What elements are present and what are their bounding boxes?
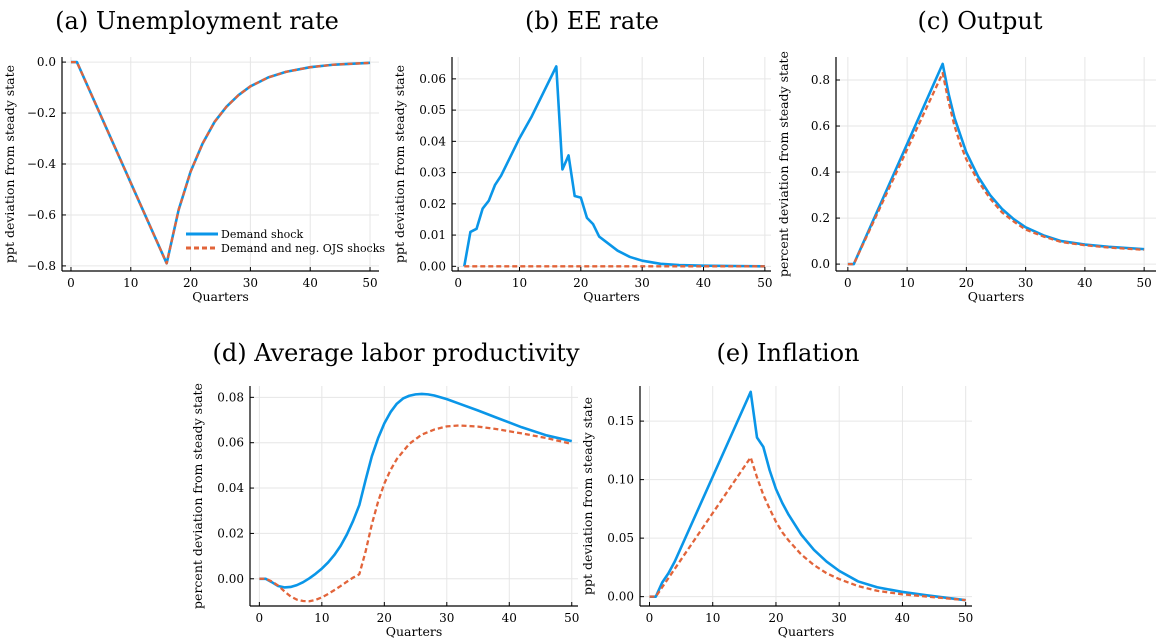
x-tick-label: 50 xyxy=(362,276,377,290)
panel-title: (b) EE rate xyxy=(525,7,659,35)
x-tick-label: 10 xyxy=(123,276,138,290)
series-line-demand-shock xyxy=(847,62,1145,266)
x-axis-label: Quarters xyxy=(386,624,443,639)
series-line-demand-and-neg-ojs-shocks xyxy=(649,456,966,602)
x-tick-label: 30 xyxy=(1018,276,1033,290)
y-tick-label: 0.00 xyxy=(419,259,446,273)
x-tick-label: 10 xyxy=(899,276,914,290)
x-tick-label: 10 xyxy=(314,611,329,625)
x-tick-label: 40 xyxy=(1077,276,1092,290)
x-tick-label: 0 xyxy=(844,276,852,290)
y-tick-label: 0.04 xyxy=(217,481,244,495)
y-tick-label: 0.0 xyxy=(37,55,56,69)
y-axis-label: percent deviation from steady state xyxy=(190,383,205,609)
y-axis-label: ppt deviation from steady state xyxy=(392,65,407,263)
y-tick-label: 0.0 xyxy=(811,257,830,271)
y-tick-label: −0.4 xyxy=(27,157,57,171)
x-tick-label: 40 xyxy=(696,276,711,290)
legend-label: Demand and neg. OJS shocks xyxy=(221,242,385,255)
y-tick-label: 0.8 xyxy=(811,73,830,87)
y-tick-label: 0.2 xyxy=(811,211,830,225)
y-tick-label: 0.00 xyxy=(607,590,634,604)
panel-title: (e) Inflation xyxy=(716,339,859,367)
x-tick-label: 30 xyxy=(439,611,454,625)
panel-e: 0 10 20 30 40 50 0.00 0.05 0.10 0.15 (e) Inflation… xyxy=(580,339,973,639)
series-line-demand-shock xyxy=(462,65,765,268)
x-tick-label: 40 xyxy=(895,611,910,625)
x-tick-label: 30 xyxy=(832,611,847,625)
y-tick-label: 0.00 xyxy=(217,572,244,586)
y-tick-label: 0.05 xyxy=(419,103,446,117)
legend-label: Demand shock xyxy=(221,228,303,241)
x-tick-label: 20 xyxy=(377,611,392,625)
panel-a: 0 10 20 30 40 50 0.0 −0.2 −0.4 −0.6 −0.8 (a) Unempl… xyxy=(2,7,385,304)
y-tick-label: 0.06 xyxy=(419,72,446,86)
x-axis-label: Quarters xyxy=(968,289,1025,304)
panel-b: 0 10 20 30 40 50 0.00 0.01 0.02 0.03 0.04 0.05 0.06 (… xyxy=(392,7,773,304)
panel-title: (c) Output xyxy=(917,7,1042,35)
x-tick-label: 20 xyxy=(959,276,974,290)
x-tick-label: 0 xyxy=(454,276,462,290)
x-tick-label: 0 xyxy=(67,276,75,290)
y-axis-label: ppt deviation from steady state xyxy=(580,397,595,595)
x-tick-label: 50 xyxy=(1137,276,1152,290)
y-tick-label: 0.05 xyxy=(607,531,634,545)
x-tick-label: 20 xyxy=(573,276,588,290)
x-tick-label: 50 xyxy=(564,611,579,625)
y-tick-label: 0.15 xyxy=(607,414,634,428)
x-axis-label: Quarters xyxy=(583,289,640,304)
x-tick-label: 30 xyxy=(243,276,258,290)
y-tick-label: −0.2 xyxy=(27,106,56,120)
y-tick-label: −0.8 xyxy=(27,259,56,273)
x-tick-label: 40 xyxy=(502,611,517,625)
panel-c: 0 10 20 30 40 50 0.0 0.2 0.4 0.6 0.8 (c) Output Quar… xyxy=(776,7,1156,304)
series-line-demand-shock xyxy=(649,390,966,602)
y-tick-label: 0.10 xyxy=(607,473,634,487)
y-tick-label: 0.01 xyxy=(419,228,446,242)
x-tick-label: 10 xyxy=(512,276,527,290)
y-tick-label: 0.03 xyxy=(419,166,446,180)
y-tick-label: 0.06 xyxy=(217,436,244,450)
y-tick-label: 0.4 xyxy=(811,165,830,179)
x-tick-label: 30 xyxy=(635,276,650,290)
y-axis-label: percent deviation from steady state xyxy=(776,51,791,277)
x-tick-label: 0 xyxy=(646,611,654,625)
y-tick-label: 0.6 xyxy=(811,119,830,133)
series-line-demand-and-neg-ojs-shocks xyxy=(847,71,1145,266)
x-tick-label: 0 xyxy=(256,611,264,625)
y-tick-label: 0.02 xyxy=(217,526,244,540)
y-tick-label: 0.02 xyxy=(419,197,446,211)
y-axis-label: ppt deviation from steady state xyxy=(2,65,17,263)
x-tick-label: 50 xyxy=(958,611,973,625)
x-axis-label: Quarters xyxy=(778,624,835,639)
series-line-demand-and-neg-ojs-shocks xyxy=(70,60,371,265)
y-tick-label: 0.04 xyxy=(419,134,446,148)
x-tick-label: 20 xyxy=(768,611,783,625)
y-tick-label: 0.08 xyxy=(217,390,244,404)
panel-d: 0 10 20 30 40 50 0.00 0.02 0.04 0.06 0.08 (d) Avera… xyxy=(190,339,580,639)
series-line-demand-shock xyxy=(259,392,573,589)
panel-title: (d) Average labor productivity xyxy=(212,339,579,367)
x-axis-label: Quarters xyxy=(192,289,249,304)
series-line-demand-and-neg-ojs-shocks xyxy=(259,424,573,603)
y-tick-label: −0.6 xyxy=(27,208,56,222)
x-tick-label: 50 xyxy=(757,276,772,290)
x-tick-label: 10 xyxy=(705,611,720,625)
x-tick-label: 40 xyxy=(303,276,318,290)
x-tick-label: 20 xyxy=(183,276,198,290)
panel-title: (a) Unemployment rate xyxy=(55,7,339,35)
